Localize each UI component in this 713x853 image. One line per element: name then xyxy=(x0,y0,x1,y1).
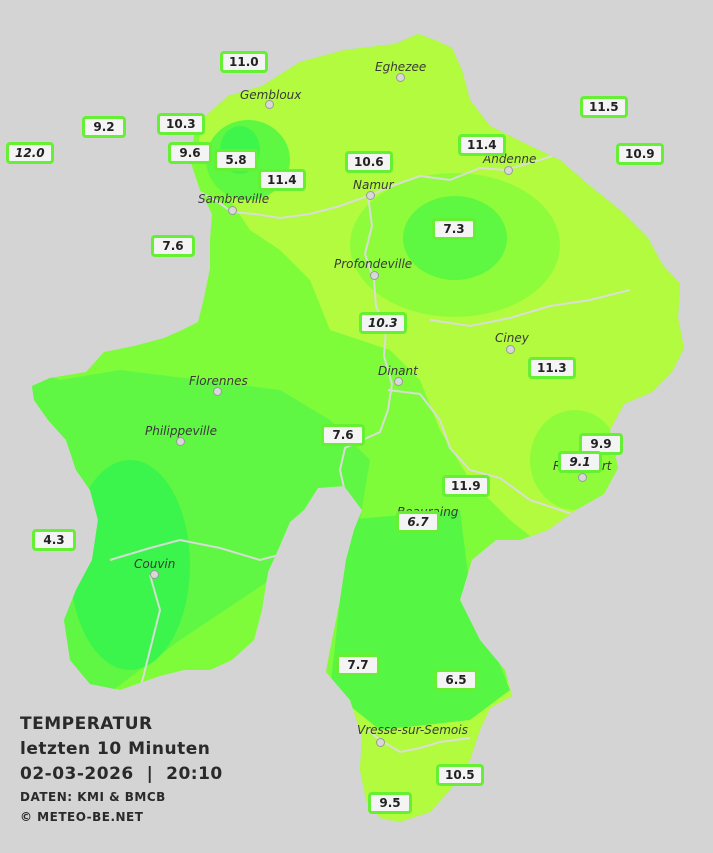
city-dot-rochefort xyxy=(578,473,587,482)
station-badge: 10.3 xyxy=(157,113,205,135)
city-dot-florennes xyxy=(213,387,222,396)
station-badge: 11.4 xyxy=(458,134,506,156)
station-badge: 10.3 xyxy=(359,312,407,334)
city-label-couvin: Couvin xyxy=(134,557,176,571)
station-badge: 7.3 xyxy=(432,218,476,240)
legend-source: DATEN: KMI & BMCB xyxy=(20,790,166,804)
city-dot-philippeville xyxy=(176,437,185,446)
city-dot-andenne xyxy=(504,166,513,175)
station-badge: 11.3 xyxy=(528,357,576,379)
station-badge: 11.4 xyxy=(258,169,306,191)
station-badge: 6.5 xyxy=(434,669,478,691)
station-badge: 5.8 xyxy=(214,149,258,171)
city-label-vresse: Vresse-sur-Semois xyxy=(357,723,468,737)
city-label-florennes: Florennes xyxy=(189,374,248,388)
city-dot-vresse xyxy=(376,738,385,747)
city-dot-gembloux xyxy=(265,100,274,109)
legend-title: TEMPERATUR xyxy=(20,714,153,734)
city-label-sambreville: Sambreville xyxy=(198,192,270,206)
station-badge: 11.0 xyxy=(220,51,268,73)
legend-copyright: © METEO-BE.NET xyxy=(20,810,144,824)
station-badge: 10.9 xyxy=(616,143,664,165)
legend-period: letzten 10 Minuten xyxy=(20,739,211,759)
station-badge: 6.7 xyxy=(396,511,440,533)
city-dot-profondeville xyxy=(370,271,379,280)
city-label-eghezee: Eghezee xyxy=(375,60,427,74)
station-badge: 11.5 xyxy=(580,96,628,118)
station-badge: 12.0 xyxy=(6,142,54,164)
station-badge: 9.1 xyxy=(558,451,602,473)
city-label-dinant: Dinant xyxy=(378,364,418,378)
station-badge: 9.5 xyxy=(368,792,412,814)
city-dot-couvin xyxy=(150,570,159,579)
station-badge: 10.5 xyxy=(436,764,484,786)
station-badge: 11.9 xyxy=(442,475,490,497)
station-badge: 7.6 xyxy=(151,235,195,257)
city-dot-sambreville xyxy=(228,206,237,215)
station-badge: 7.6 xyxy=(321,424,365,446)
station-badge: 4.3 xyxy=(32,529,76,551)
city-dot-eghezee xyxy=(396,73,405,82)
city-label-gembloux: Gembloux xyxy=(240,88,302,102)
city-label-profondeville: Profondeville xyxy=(334,257,413,271)
city-label-ciney: Ciney xyxy=(495,331,529,345)
legend-datetime: 02-03-2026 | 20:10 xyxy=(20,764,223,784)
station-badge: 7.7 xyxy=(336,654,380,676)
city-label-namur: Namur xyxy=(353,178,394,192)
city-dot-namur xyxy=(366,191,375,200)
station-badge: 9.2 xyxy=(82,116,126,138)
city-dot-ciney xyxy=(506,345,515,354)
map-legend: TEMPERATUR letzten 10 Minuten 02-03-2026… xyxy=(20,712,223,827)
city-label-philippeville: Philippeville xyxy=(145,424,217,438)
station-badge: 10.6 xyxy=(345,151,393,173)
station-badge: 9.6 xyxy=(168,142,212,164)
city-dot-dinant xyxy=(394,377,403,386)
